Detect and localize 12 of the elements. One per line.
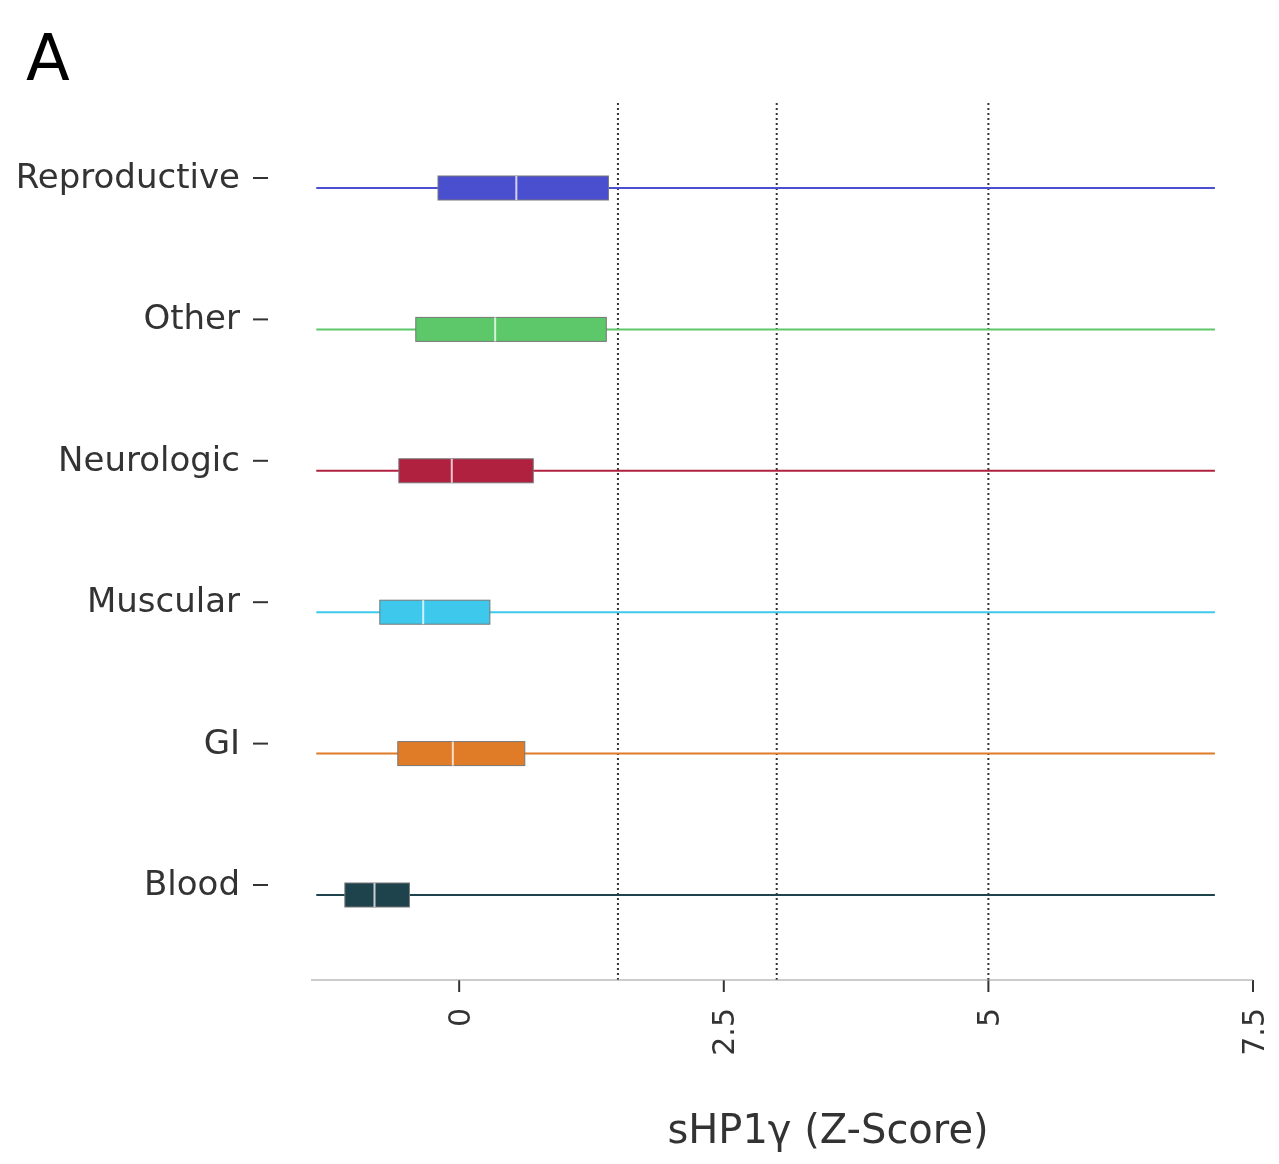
y-tick-label: Blood xyxy=(144,863,240,903)
x-axis-title: sHP1γ (Z-Score) xyxy=(667,1106,989,1152)
y-tick-label: Neurologic xyxy=(58,438,240,479)
x-tick-label: 2.5 xyxy=(706,1008,742,1056)
x-tick-label: 0 xyxy=(441,1008,477,1028)
y-tick-label: GI xyxy=(203,721,240,762)
x-tick-label: 5 xyxy=(970,1008,1006,1028)
y-tick-label: Reproductive xyxy=(15,156,240,196)
y-tick-label: Muscular xyxy=(86,580,241,621)
text: A xyxy=(26,21,70,95)
x-tick-label: 7.5 xyxy=(1235,1008,1271,1056)
y-tick-label: Other xyxy=(143,297,241,338)
